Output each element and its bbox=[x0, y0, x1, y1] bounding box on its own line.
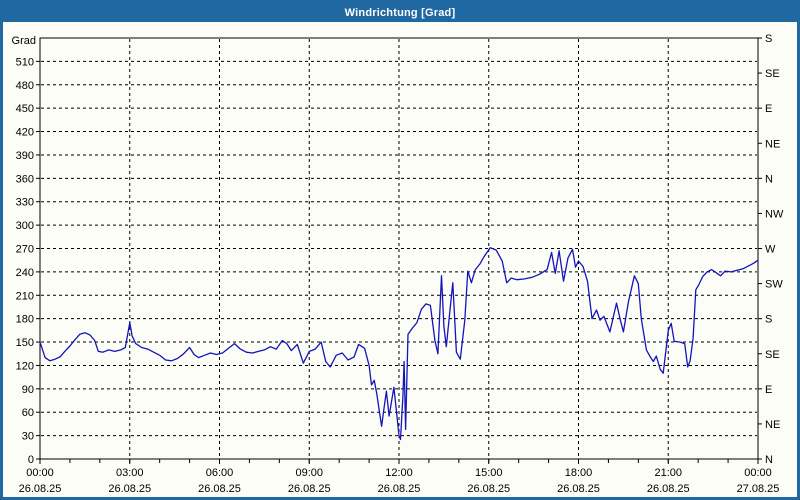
x-axis-time-label: 06:00 bbox=[206, 467, 234, 479]
wind-direction-chart: 0 30 60 90 120 150 180 210 240 270 300 330 360 390 420… bbox=[12, 33, 784, 495]
y-axis-label-right: S bbox=[765, 314, 772, 326]
y-axis-label-left: 0 bbox=[28, 454, 34, 466]
x-axis-date-label: 27.08.25 bbox=[737, 483, 780, 495]
y-axis-label-right: N bbox=[765, 173, 773, 185]
x-axis-date-label: 26.08.25 bbox=[467, 483, 510, 495]
y-axis-title-left: Grad bbox=[12, 35, 36, 47]
y-axis-label-left: 390 bbox=[16, 150, 34, 162]
y-axis-label-left: 150 bbox=[16, 337, 34, 349]
y-axis-label-left: 120 bbox=[16, 360, 34, 372]
x-axis-date-label: 26.08.25 bbox=[378, 483, 421, 495]
y-axis-label-left: 360 bbox=[16, 173, 34, 185]
y-axis-label-right: NW bbox=[765, 208, 784, 220]
y-axis-label-right: N bbox=[765, 454, 773, 466]
y-axis-label-left: 510 bbox=[16, 56, 34, 68]
x-axis-time-label: 15:00 bbox=[475, 467, 503, 479]
y-axis-label-right: W bbox=[765, 244, 776, 256]
x-axis-date-label: 26.08.25 bbox=[198, 483, 241, 495]
y-axis-label-left: 420 bbox=[16, 127, 34, 139]
x-axis-date-label: 26.08.25 bbox=[108, 483, 151, 495]
x-axis-date-label: 26.08.25 bbox=[288, 483, 331, 495]
y-axis-label-right: E bbox=[765, 103, 772, 115]
x-axis-time-label: 18:00 bbox=[565, 467, 593, 479]
x-axis-time-label: 00:00 bbox=[26, 467, 54, 479]
y-axis-label-right: SE bbox=[765, 68, 780, 80]
x-axis-time-label: 21:00 bbox=[654, 467, 682, 479]
y-axis-label-left: 270 bbox=[16, 244, 34, 256]
window-title: Windrichtung [Grad] bbox=[344, 6, 456, 19]
y-axis-label-left: 450 bbox=[16, 103, 34, 115]
y-axis-label-left: 330 bbox=[16, 197, 34, 209]
y-axis-label-left: 240 bbox=[16, 267, 34, 279]
y-axis-label-left: 300 bbox=[16, 220, 34, 232]
window-titlebar: Windrichtung [Grad] bbox=[3, 3, 797, 22]
y-axis-label-left: 30 bbox=[22, 431, 34, 443]
y-axis-label-right: SE bbox=[765, 349, 780, 361]
x-axis-date-label: 26.08.25 bbox=[647, 483, 690, 495]
y-axis-label-left: 180 bbox=[16, 314, 34, 326]
x-axis-date-label: 26.08.25 bbox=[19, 483, 62, 495]
x-axis-time-label: 00:00 bbox=[744, 467, 772, 479]
series-line-windrichtung bbox=[39, 247, 759, 441]
y-axis-label-right: E bbox=[765, 384, 772, 396]
chart-container: 0 30 60 90 120 150 180 210 240 270 300 330 360 390 420… bbox=[3, 22, 797, 497]
y-axis-label-right: S bbox=[765, 33, 772, 45]
y-axis-label-right: NE bbox=[765, 419, 780, 431]
y-axis-label-left: 90 bbox=[22, 384, 34, 396]
y-axis-label-left: 210 bbox=[16, 290, 34, 302]
x-axis-time-label: 09:00 bbox=[295, 467, 323, 479]
x-axis-date-label: 26.08.25 bbox=[557, 483, 600, 495]
y-axis-label-left: 60 bbox=[22, 407, 34, 419]
x-axis-time-label: 03:00 bbox=[116, 467, 144, 479]
x-axis-time-label: 12:00 bbox=[385, 467, 413, 479]
y-axis-label-left: 480 bbox=[16, 80, 34, 92]
y-axis-label-right: SW bbox=[765, 279, 783, 291]
y-axis-label-right: NE bbox=[765, 138, 780, 150]
